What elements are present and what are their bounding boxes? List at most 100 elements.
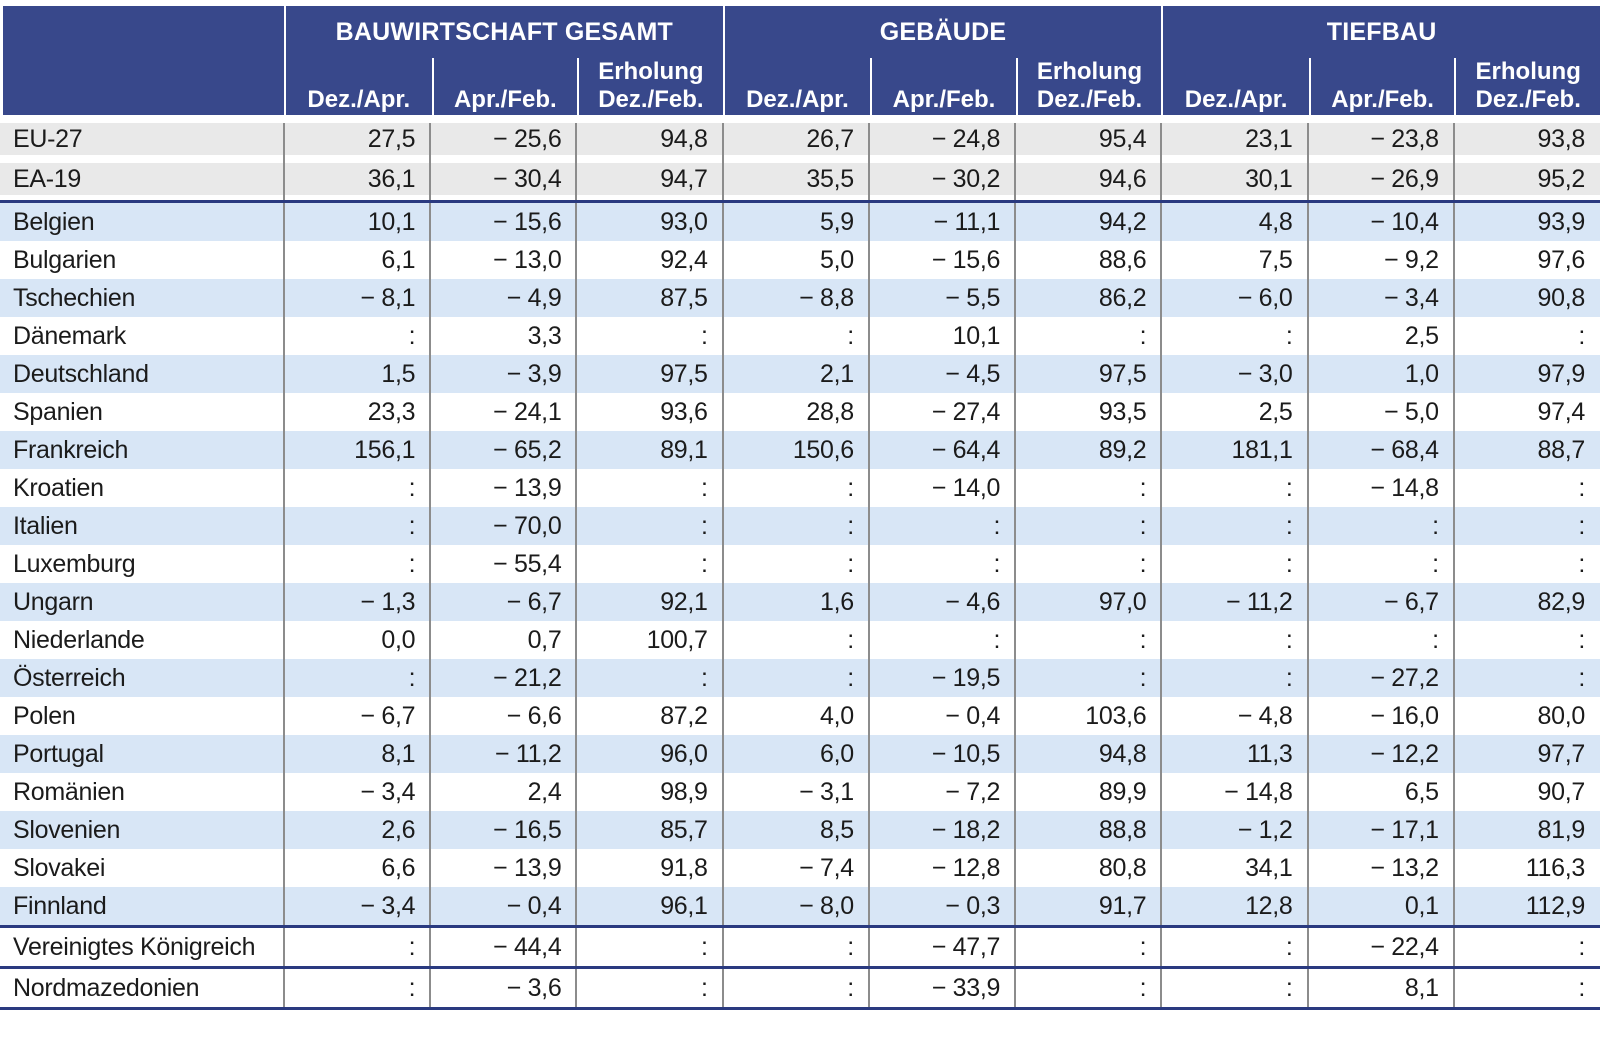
value-cell: 6,6	[381, 853, 416, 882]
row-label: Italien	[13, 511, 78, 540]
value-cell: 90,8	[1537, 283, 1586, 312]
value-cell: 81,9	[1537, 815, 1586, 844]
value-cell: − 5,0	[1383, 397, 1439, 426]
column-header: Erholung Dez./Feb.	[577, 58, 723, 121]
value-cell: 88,8	[1098, 815, 1147, 844]
value-cell: − 16,0	[1370, 701, 1439, 730]
value-cell: − 3,4	[360, 777, 416, 806]
value-cell: :	[1578, 625, 1585, 654]
value-cell: 90,7	[1537, 777, 1586, 806]
value-cell: 112,9	[1525, 891, 1586, 920]
value-cell: 1,5	[381, 359, 416, 388]
value-cell: 93,0	[660, 207, 708, 236]
value-cell: :	[1139, 549, 1147, 578]
value-cell: − 33,9	[931, 973, 1001, 1002]
value-cell: 8,5	[820, 815, 854, 844]
value-cell: − 7,2	[945, 777, 1001, 806]
value-cell: − 14,8	[1224, 777, 1293, 806]
value-cell: :	[1139, 473, 1147, 502]
value-cell: 97,6	[1537, 245, 1586, 274]
table-row: Belgien 10,1 − 15,6 93,0 5,9 − 11,1 94,2…	[0, 203, 1600, 241]
value-cell: 0,7	[527, 625, 562, 654]
table-row: Österreich : − 21,2 : : − 19,5 : : − 27,…	[0, 659, 1600, 697]
column-header: Apr./Feb.	[431, 58, 578, 121]
table-row: Finnland − 3,4 − 0,4 96,1 − 8,0 − 0,3 91…	[0, 887, 1600, 925]
row-label: Slovakei	[13, 853, 106, 882]
value-cell: 0,1	[1404, 891, 1439, 920]
value-cell: − 10,5	[931, 739, 1001, 768]
value-cell: :	[1139, 321, 1147, 350]
recovery-label: Erholung	[598, 58, 704, 85]
value-cell: − 15,6	[931, 245, 1001, 274]
value-cell: :	[1285, 663, 1293, 692]
value-cell: 88,7	[1537, 435, 1586, 464]
value-cell: 23,1	[1245, 124, 1293, 153]
value-cell: − 27,4	[931, 397, 1001, 426]
value-cell: − 70,0	[493, 511, 562, 540]
table-row: Frankreich 156,1 − 65,2 89,1 150,6 − 64,…	[0, 431, 1600, 469]
value-cell: − 65,2	[493, 435, 562, 464]
value-cell: :	[1578, 321, 1585, 350]
value-cell: 89,2	[1098, 435, 1147, 464]
value-cell: 80,8	[1098, 853, 1147, 882]
value-cell: − 4,8	[1237, 701, 1293, 730]
value-cell: 116,3	[1525, 853, 1586, 882]
table-row: Dänemark : 3,3 : : 10,1 : : 2,5 :	[0, 317, 1600, 355]
value-cell: − 3,6	[506, 973, 562, 1002]
value-cell: :	[1139, 932, 1147, 961]
value-cell: 156,1	[354, 435, 416, 464]
row-label: EA-19	[13, 164, 81, 193]
value-cell: − 4,6	[945, 587, 1001, 616]
value-cell: :	[993, 549, 1001, 578]
value-cell: − 8,8	[799, 283, 854, 312]
value-cell: − 8,1	[360, 283, 416, 312]
value-cell: 10,1	[952, 321, 1001, 350]
value-cell: − 1,3	[360, 587, 416, 616]
value-cell: 93,5	[1098, 397, 1147, 426]
value-cell: :	[1432, 511, 1439, 540]
value-cell: 23,3	[367, 397, 416, 426]
value-cell: − 14,0	[931, 473, 1001, 502]
column-header: Erholung Dez./Feb.	[1015, 58, 1162, 121]
value-cell: − 13,9	[493, 473, 562, 502]
value-cell: − 25,6	[493, 124, 562, 153]
value-cell: − 11,2	[1225, 587, 1293, 616]
column-header: Dez./Apr.	[1163, 58, 1309, 121]
value-cell: :	[701, 663, 708, 692]
row-label: EU-27	[13, 124, 83, 153]
value-cell: 94,6	[1098, 164, 1147, 193]
value-cell: 34,1	[1245, 853, 1293, 882]
subcolumn-header-row: Dez./Apr. Apr./Feb. Erholung Dez./Feb.	[1163, 58, 1600, 121]
value-cell: :	[408, 473, 416, 502]
value-cell: :	[1432, 549, 1439, 578]
value-cell: 4,0	[820, 701, 854, 730]
value-cell: − 0,3	[945, 891, 1001, 920]
column-header-label: Dez./Feb.	[1475, 86, 1581, 113]
table-row: Ungarn − 1,3 − 6,7 92,1 1,6 − 4,6 97,0 −…	[0, 583, 1600, 621]
value-cell: 87,2	[660, 701, 708, 730]
value-cell: 89,9	[1098, 777, 1147, 806]
row-label: Portugal	[13, 739, 104, 768]
row-label: Belgien	[13, 207, 95, 236]
table-row: Slovenien 2,6 − 16,5 85,7 8,5 − 18,2 88,…	[0, 811, 1600, 849]
value-cell: − 8,0	[799, 891, 854, 920]
row-label: Österreich	[13, 663, 126, 692]
value-cell: :	[1139, 625, 1147, 654]
value-cell: :	[1578, 511, 1585, 540]
corner-cell	[0, 6, 284, 115]
value-cell: 97,0	[1098, 587, 1147, 616]
value-cell: 89,1	[660, 435, 708, 464]
value-cell: − 17,1	[1370, 815, 1439, 844]
value-cell: :	[847, 973, 854, 1002]
value-cell: :	[701, 321, 708, 350]
value-cell: 2,5	[1258, 397, 1293, 426]
table-row: Niederlande 0,0 0,7 100,7 : : : : : :	[0, 621, 1600, 659]
value-cell: 2,4	[527, 777, 562, 806]
column-header-label: Dez./Feb.	[598, 86, 704, 113]
value-cell: − 3,1	[799, 777, 854, 806]
value-cell: − 3,0	[1237, 359, 1293, 388]
value-cell: :	[993, 511, 1001, 540]
value-cell: :	[1139, 973, 1147, 1002]
value-cell: − 11,2	[494, 739, 562, 768]
